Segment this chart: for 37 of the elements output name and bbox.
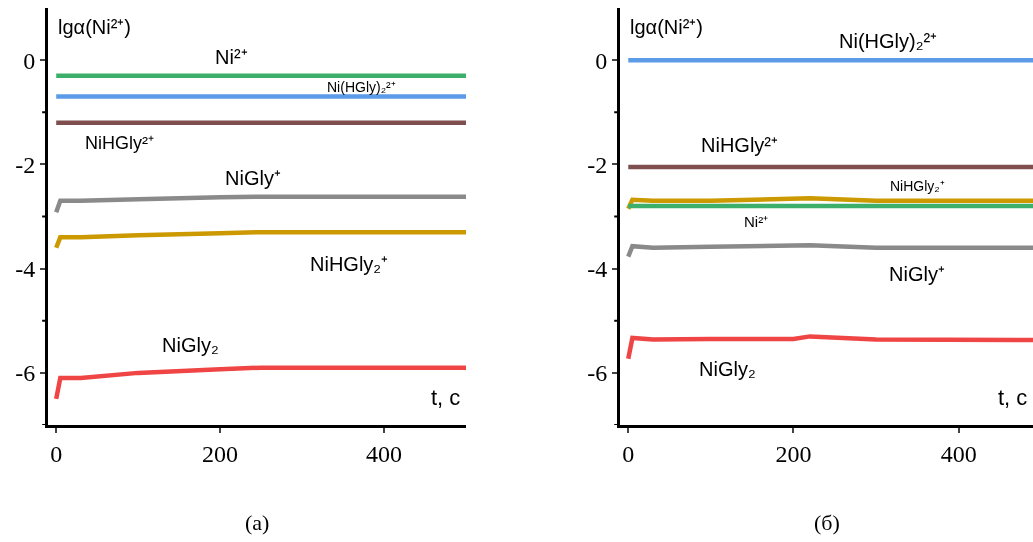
series-label: NiHGly₂⁺ — [310, 253, 389, 275]
series-label: NiGly₂ — [699, 358, 756, 380]
line-series — [53, 194, 466, 215]
y-tick-label: 0 — [23, 47, 36, 74]
text: (б) — [814, 510, 840, 535]
line-series — [53, 229, 466, 251]
series-label: NiHGly²⁺ — [85, 133, 154, 153]
series-label: NiGly⁺ — [889, 263, 945, 285]
x-axis-title: t, с — [998, 385, 1028, 410]
series-label: NiGly⁺ — [225, 167, 281, 189]
y-tick-label: -2 — [587, 151, 608, 178]
x-axis-title: t, с — [431, 385, 461, 410]
y-tick-label: 0 — [595, 47, 608, 74]
series-label: Ni²⁺ — [215, 46, 248, 68]
series-label: NiHGly²⁺ — [701, 134, 778, 156]
x-tick-label: 400 — [366, 440, 403, 467]
y-tick-label: -6 — [587, 360, 608, 387]
text: (а) — [245, 510, 270, 535]
y-axis-title: lgα(Ni²⁺) — [630, 16, 703, 38]
x-tick-label: 400 — [940, 440, 977, 467]
x-tick-label: 0 — [50, 440, 63, 467]
y-tick-label: -4 — [15, 256, 36, 283]
line-series — [626, 242, 1033, 259]
y-tick-label: -4 — [587, 256, 608, 283]
y-tick-label: -2 — [15, 151, 36, 178]
series-label: NiGly₂ — [162, 334, 219, 356]
series-label: Ni(HGly)₂²⁺ — [839, 30, 938, 52]
series-label: NiHGly₂⁺ — [890, 178, 945, 194]
series-label: Ni(HGly)₂²⁺ — [327, 79, 396, 95]
x-tick-label: 0 — [622, 440, 635, 467]
x-tick-label: 200 — [775, 440, 812, 467]
y-axis-title: lgα(Ni²⁺) — [58, 16, 131, 38]
line-series — [626, 334, 1033, 362]
y-tick-label: -6 — [15, 360, 36, 387]
series-label: Ni²⁺ — [744, 213, 769, 230]
x-tick-label: 200 — [202, 440, 239, 467]
line-series — [626, 196, 1033, 211]
